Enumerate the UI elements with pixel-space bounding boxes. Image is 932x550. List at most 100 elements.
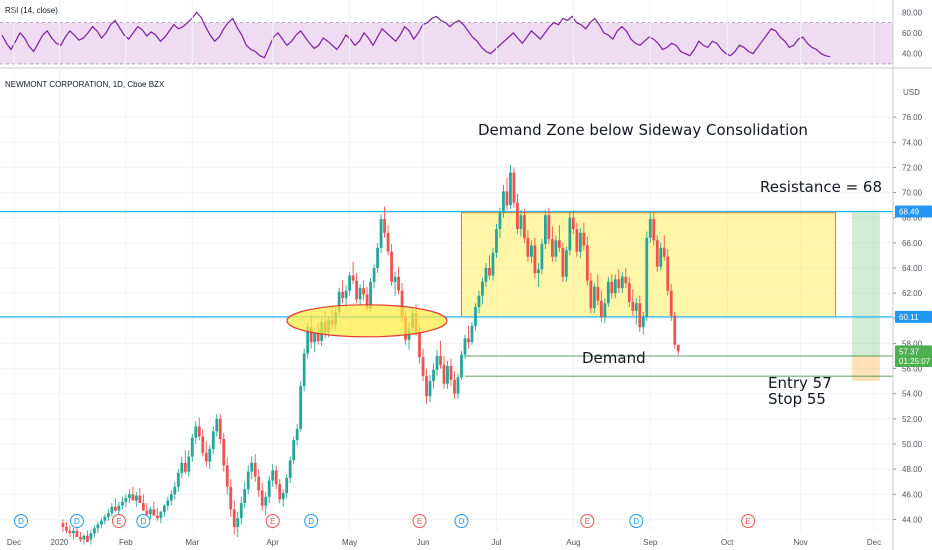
price-tick-label: 56.00 (902, 365, 923, 374)
rsi-axis: 80.00 60.00 40.00 (902, 8, 923, 58)
candle-body (362, 288, 365, 295)
candle-body (610, 281, 614, 294)
candle-body (103, 516, 107, 521)
price-tick-label: 62.00 (902, 289, 923, 298)
candle-body (606, 281, 610, 304)
candle-body (537, 269, 540, 274)
candle-body (187, 456, 191, 472)
candle-body (446, 366, 449, 384)
event-marker-circle (13, 514, 28, 528)
candle-body (652, 218, 656, 241)
candle-body (75, 530, 79, 538)
candle-body (624, 276, 628, 284)
candle-body (449, 366, 453, 380)
candle-body (194, 426, 198, 438)
price-axis: 76.00 74.00 72.00 70.00 68.00 66.00 64.00 62.00… (892, 0, 923, 550)
candle-body (348, 275, 352, 291)
time-tick-label: Nov (793, 538, 807, 547)
candle-body (355, 280, 359, 300)
candle-body (620, 276, 624, 289)
resistance-annotation: Resistance = 68 (760, 178, 882, 196)
candle-body (201, 436, 205, 453)
candle-body (100, 520, 103, 525)
candle-body (418, 332, 421, 358)
event-marker-label: E (116, 517, 121, 526)
currency-label: USD (903, 88, 920, 97)
candle-body (302, 353, 306, 387)
candle-body (547, 215, 551, 240)
candle-body (379, 218, 383, 248)
candle-body (155, 515, 159, 519)
candle-body (68, 530, 72, 534)
candle-body (225, 465, 229, 487)
price-badge (895, 345, 932, 358)
rsi-label: RSI (14, close) (5, 6, 58, 15)
candle-body (463, 338, 467, 355)
candle-body (676, 344, 680, 352)
candle-body (460, 354, 463, 378)
event-marker-label: E (585, 517, 590, 526)
candle-body (383, 218, 386, 233)
time-tick-label: Dec (867, 538, 881, 547)
candle-body (309, 327, 313, 343)
time-tick-label: Apr (266, 538, 279, 547)
candle-body (162, 505, 166, 512)
price-tick-label: 52.00 (902, 415, 923, 424)
candle-body (285, 477, 289, 494)
price-badge-label: 01:25:07 (899, 357, 931, 366)
stop-zone (852, 356, 880, 382)
candle-body (358, 288, 362, 300)
time-tick-label: Dec (7, 538, 21, 547)
candle-body (435, 356, 439, 370)
time-tick-label: Sep (643, 538, 658, 547)
candle-body (229, 486, 233, 510)
candle-body (117, 505, 121, 511)
candle-body (523, 215, 526, 238)
event-marker-circle (580, 514, 595, 528)
price-badge (895, 310, 932, 323)
candle-body (159, 511, 163, 519)
candle-body (432, 369, 435, 382)
price-badge-label: 68.49 (899, 208, 920, 217)
candle-body (568, 217, 572, 251)
candle-body (96, 524, 100, 529)
candle-body (295, 428, 299, 441)
chart-title: Demand Zone below Sideway Consolidation (478, 121, 808, 139)
candle-body (634, 303, 638, 311)
candle-body (512, 172, 516, 203)
time-tick-label: 2020 (51, 538, 69, 547)
time-tick-label: Jul (491, 538, 501, 547)
candle-body (425, 376, 428, 397)
candle-body (306, 327, 310, 354)
candle-body (582, 232, 586, 246)
candle-body (575, 229, 579, 252)
target-zone (852, 212, 880, 356)
candle-body (138, 495, 142, 504)
candle-body (505, 191, 509, 206)
candle-body (183, 462, 187, 472)
candle-body (557, 240, 561, 248)
price-tick-label: 74.00 (902, 138, 923, 147)
candle-body (439, 356, 442, 365)
candle-body (390, 251, 393, 282)
entry-annotation: Entry 57 (768, 374, 832, 392)
candle-body (341, 291, 345, 299)
candle-body (376, 247, 379, 268)
candle-body (442, 364, 446, 384)
candle-body (215, 418, 219, 432)
candle-body (641, 317, 645, 328)
candle-body (543, 215, 547, 245)
candle-body (93, 528, 96, 534)
candle-body (428, 381, 432, 397)
time-axis: Dec 2020 Feb Mar Apr May Jun Jul Aug Sep Oct Nov Dec (7, 538, 881, 547)
candle-body (173, 486, 177, 495)
candle-body (141, 503, 145, 511)
candle-body (278, 484, 282, 500)
candle-body (65, 526, 68, 531)
price-tick-label: 50.00 (902, 440, 923, 449)
candle-body (516, 202, 519, 230)
candle-body (596, 286, 600, 301)
candle-body (127, 494, 131, 499)
time-tick-label: Feb (119, 538, 133, 547)
